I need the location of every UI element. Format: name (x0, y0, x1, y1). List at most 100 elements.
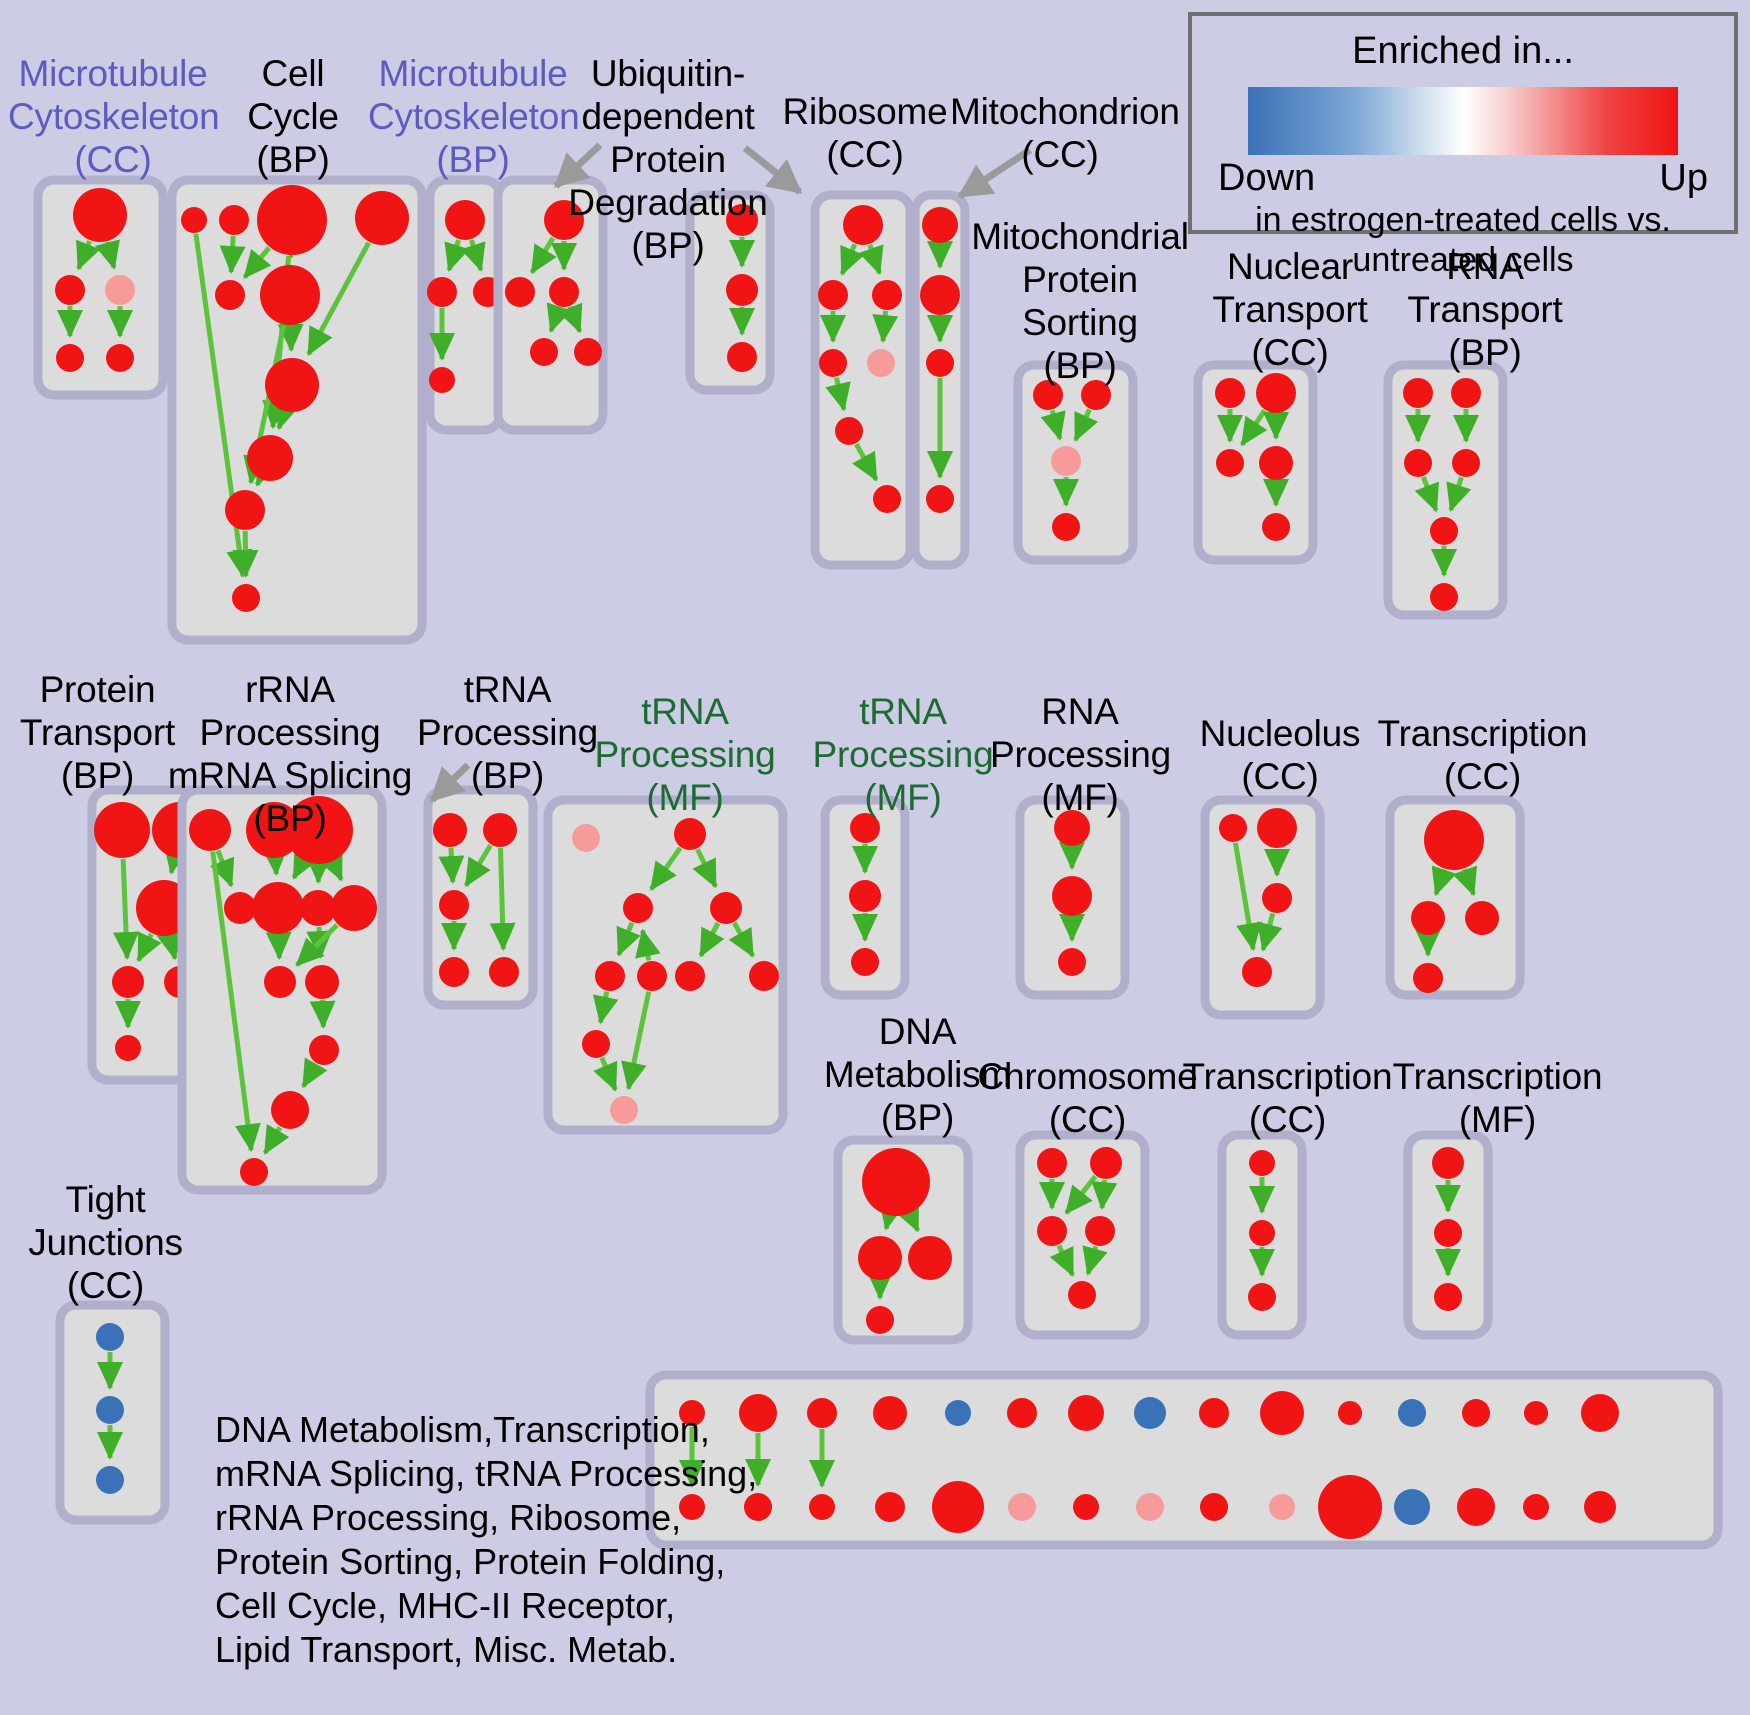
network-node[interactable] (96, 1466, 124, 1494)
network-node[interactable] (96, 1323, 124, 1351)
network-node[interactable] (819, 349, 847, 377)
network-node[interactable] (1581, 1394, 1619, 1432)
network-node[interactable] (1457, 1488, 1495, 1526)
network-node[interactable] (1033, 380, 1063, 410)
network-node[interactable] (1052, 513, 1080, 541)
network-node[interactable] (1262, 883, 1292, 913)
network-node[interactable] (300, 890, 336, 926)
network-node[interactable] (858, 1236, 902, 1280)
network-node[interactable] (872, 280, 902, 310)
network-node[interactable] (610, 1096, 638, 1124)
network-node[interactable] (305, 965, 339, 999)
network-node[interactable] (809, 1494, 835, 1520)
network-node[interactable] (945, 1400, 971, 1426)
network-node[interactable] (1269, 1494, 1295, 1520)
network-node[interactable] (1216, 449, 1244, 477)
network-node[interactable] (1262, 513, 1290, 541)
network-node[interactable] (851, 948, 879, 976)
network-node[interactable] (181, 207, 207, 233)
network-node[interactable] (1398, 1399, 1426, 1427)
network-node[interactable] (285, 796, 353, 864)
network-node[interactable] (926, 349, 954, 377)
network-node[interactable] (246, 802, 302, 858)
network-node[interactable] (264, 966, 296, 998)
network-node[interactable] (862, 1148, 930, 1216)
network-node[interactable] (240, 1158, 268, 1186)
network-node[interactable] (219, 205, 249, 235)
network-node[interactable] (1081, 380, 1111, 410)
network-node[interactable] (1051, 446, 1081, 476)
network-node[interactable] (850, 813, 880, 843)
network-node[interactable] (932, 1481, 984, 1533)
network-node[interactable] (429, 367, 455, 393)
network-node[interactable] (1054, 810, 1090, 846)
network-node[interactable] (549, 277, 579, 307)
network-node[interactable] (1257, 808, 1297, 848)
network-node[interactable] (1523, 1494, 1549, 1520)
network-node[interactable] (505, 277, 535, 307)
network-node[interactable] (225, 490, 265, 530)
network-node[interactable] (1068, 1281, 1096, 1309)
network-node[interactable] (96, 1396, 124, 1424)
network-node[interactable] (1007, 1398, 1037, 1428)
network-node[interactable] (922, 207, 958, 243)
network-node[interactable] (1394, 1489, 1430, 1525)
network-node[interactable] (73, 188, 127, 242)
network-node[interactable] (439, 957, 469, 987)
network-node[interactable] (726, 274, 758, 306)
network-node[interactable] (309, 1035, 339, 1065)
network-node[interactable] (807, 1398, 837, 1428)
network-node[interactable] (818, 280, 848, 310)
network-node[interactable] (1451, 378, 1481, 408)
network-node[interactable] (331, 885, 377, 931)
network-node[interactable] (260, 265, 320, 325)
network-node[interactable] (674, 818, 706, 850)
network-node[interactable] (257, 185, 327, 255)
network-node[interactable] (1584, 1491, 1616, 1523)
network-node[interactable] (908, 1236, 952, 1280)
network-node[interactable] (744, 1493, 772, 1521)
network-node[interactable] (215, 280, 245, 310)
network-node[interactable] (873, 1396, 907, 1430)
network-node[interactable] (56, 344, 84, 372)
network-node[interactable] (637, 961, 667, 991)
network-node[interactable] (710, 892, 742, 924)
network-node[interactable] (867, 349, 895, 377)
network-node[interactable] (582, 1030, 610, 1058)
network-node[interactable] (1434, 1283, 1462, 1311)
network-node[interactable] (873, 485, 901, 513)
network-node[interactable] (675, 961, 705, 991)
network-node[interactable] (1136, 1493, 1164, 1521)
network-node[interactable] (1259, 446, 1293, 480)
network-node[interactable] (1452, 449, 1480, 477)
network-node[interactable] (224, 892, 256, 924)
network-node[interactable] (749, 961, 779, 991)
network-node[interactable] (1256, 373, 1296, 413)
network-node[interactable] (1037, 1148, 1067, 1178)
network-node[interactable] (679, 1400, 705, 1426)
network-node[interactable] (1403, 378, 1433, 408)
network-node[interactable] (544, 200, 584, 240)
network-node[interactable] (483, 813, 517, 847)
network-node[interactable] (105, 275, 135, 305)
network-node[interactable] (1058, 948, 1086, 976)
network-node[interactable] (1260, 1391, 1304, 1435)
network-node[interactable] (1068, 1395, 1104, 1431)
network-node[interactable] (1465, 901, 1499, 935)
network-node[interactable] (875, 1492, 905, 1522)
network-node[interactable] (843, 205, 883, 245)
network-node[interactable] (1052, 876, 1092, 916)
network-node[interactable] (1524, 1401, 1548, 1425)
network-node[interactable] (926, 485, 954, 513)
network-node[interactable] (1219, 814, 1247, 842)
network-node[interactable] (265, 358, 319, 412)
network-node[interactable] (727, 342, 757, 372)
network-node[interactable] (1411, 901, 1445, 935)
network-node[interactable] (1338, 1401, 1362, 1425)
network-node[interactable] (1424, 810, 1484, 870)
network-node[interactable] (1430, 517, 1458, 545)
network-node[interactable] (247, 435, 293, 481)
network-node[interactable] (55, 275, 85, 305)
network-node[interactable] (1199, 1398, 1229, 1428)
network-node[interactable] (106, 344, 134, 372)
